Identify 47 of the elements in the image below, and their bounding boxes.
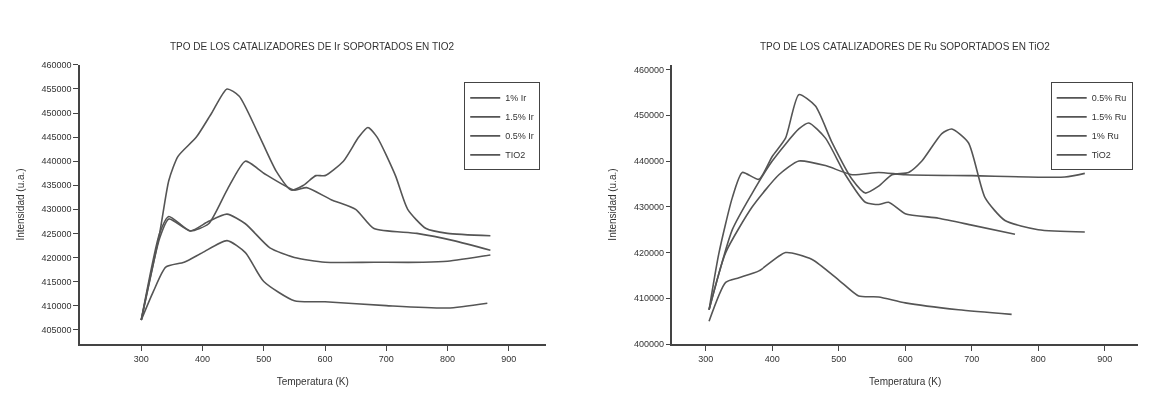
x-tick-label: 900 bbox=[501, 353, 517, 364]
x-axis-title: Temperatura (K) bbox=[869, 375, 942, 387]
y-tick-label: 445000 bbox=[41, 132, 72, 143]
x-axis-title: Temperatura (K) bbox=[276, 375, 349, 387]
y-tick-label: 415000 bbox=[41, 276, 72, 287]
legend-label: TiO2 bbox=[1091, 150, 1111, 161]
x-tick-label: 300 bbox=[698, 353, 714, 364]
x-tick-label: 800 bbox=[440, 353, 456, 364]
x-tick-label: 600 bbox=[317, 353, 333, 364]
y-tick-label: 460000 bbox=[41, 60, 72, 71]
y-tick-label: 440000 bbox=[41, 156, 72, 167]
legend-label: 1.5% Ru bbox=[1091, 112, 1127, 123]
x-tick-label: 600 bbox=[897, 353, 913, 364]
y-tick-label: 420000 bbox=[633, 247, 664, 258]
y-axis-title: Intensidad (u.a.) bbox=[14, 168, 26, 241]
y-tick-label: 400000 bbox=[633, 339, 664, 350]
legend-label: 0.5% Ir bbox=[505, 131, 534, 142]
chart-title: TPO DE LOS CATALIZADORES DE Ir SOPORTADOS EN TIO2 bbox=[170, 41, 455, 52]
legend-label: 1% Ru bbox=[1091, 131, 1119, 142]
x-tick-label: 700 bbox=[378, 353, 394, 364]
y-tick-label: 435000 bbox=[41, 180, 72, 191]
x-tick-label: 500 bbox=[831, 353, 847, 364]
x-tick-label: 900 bbox=[1097, 353, 1113, 364]
y-tick-label: 430000 bbox=[633, 201, 664, 212]
y-axis-title: Intensidad (u.a.) bbox=[607, 168, 619, 241]
y-tick-label: 410000 bbox=[633, 293, 664, 304]
legend-label: TIO2 bbox=[505, 150, 526, 161]
x-tick-label: 800 bbox=[1030, 353, 1046, 364]
y-tick-label: 450000 bbox=[633, 110, 664, 121]
y-tick-label: 460000 bbox=[633, 64, 664, 75]
x-tick-label: 400 bbox=[764, 353, 780, 364]
y-tick-label: 410000 bbox=[41, 300, 72, 311]
x-tick-label: 400 bbox=[194, 353, 211, 364]
chart-title: TPO DE LOS CATALIZADORES DE Ru SOPORTADOS EN TiO2 bbox=[760, 41, 1051, 52]
y-tick-label: 405000 bbox=[41, 324, 72, 335]
y-tick-label: 425000 bbox=[41, 228, 72, 239]
y-tick-label: 450000 bbox=[41, 108, 72, 119]
legend-label: 1.5% Ir bbox=[505, 112, 534, 123]
y-tick-label: 455000 bbox=[41, 84, 72, 95]
y-tick-label: 420000 bbox=[41, 252, 72, 263]
x-tick-label: 300 bbox=[133, 353, 149, 364]
y-tick-label: 440000 bbox=[633, 156, 664, 167]
x-tick-label: 700 bbox=[964, 353, 980, 364]
y-tick-label: 430000 bbox=[41, 204, 72, 215]
legend-label: 1% Ir bbox=[505, 93, 527, 104]
x-tick-label: 500 bbox=[256, 353, 272, 364]
legend-label: 0.5% Ru bbox=[1091, 93, 1127, 104]
